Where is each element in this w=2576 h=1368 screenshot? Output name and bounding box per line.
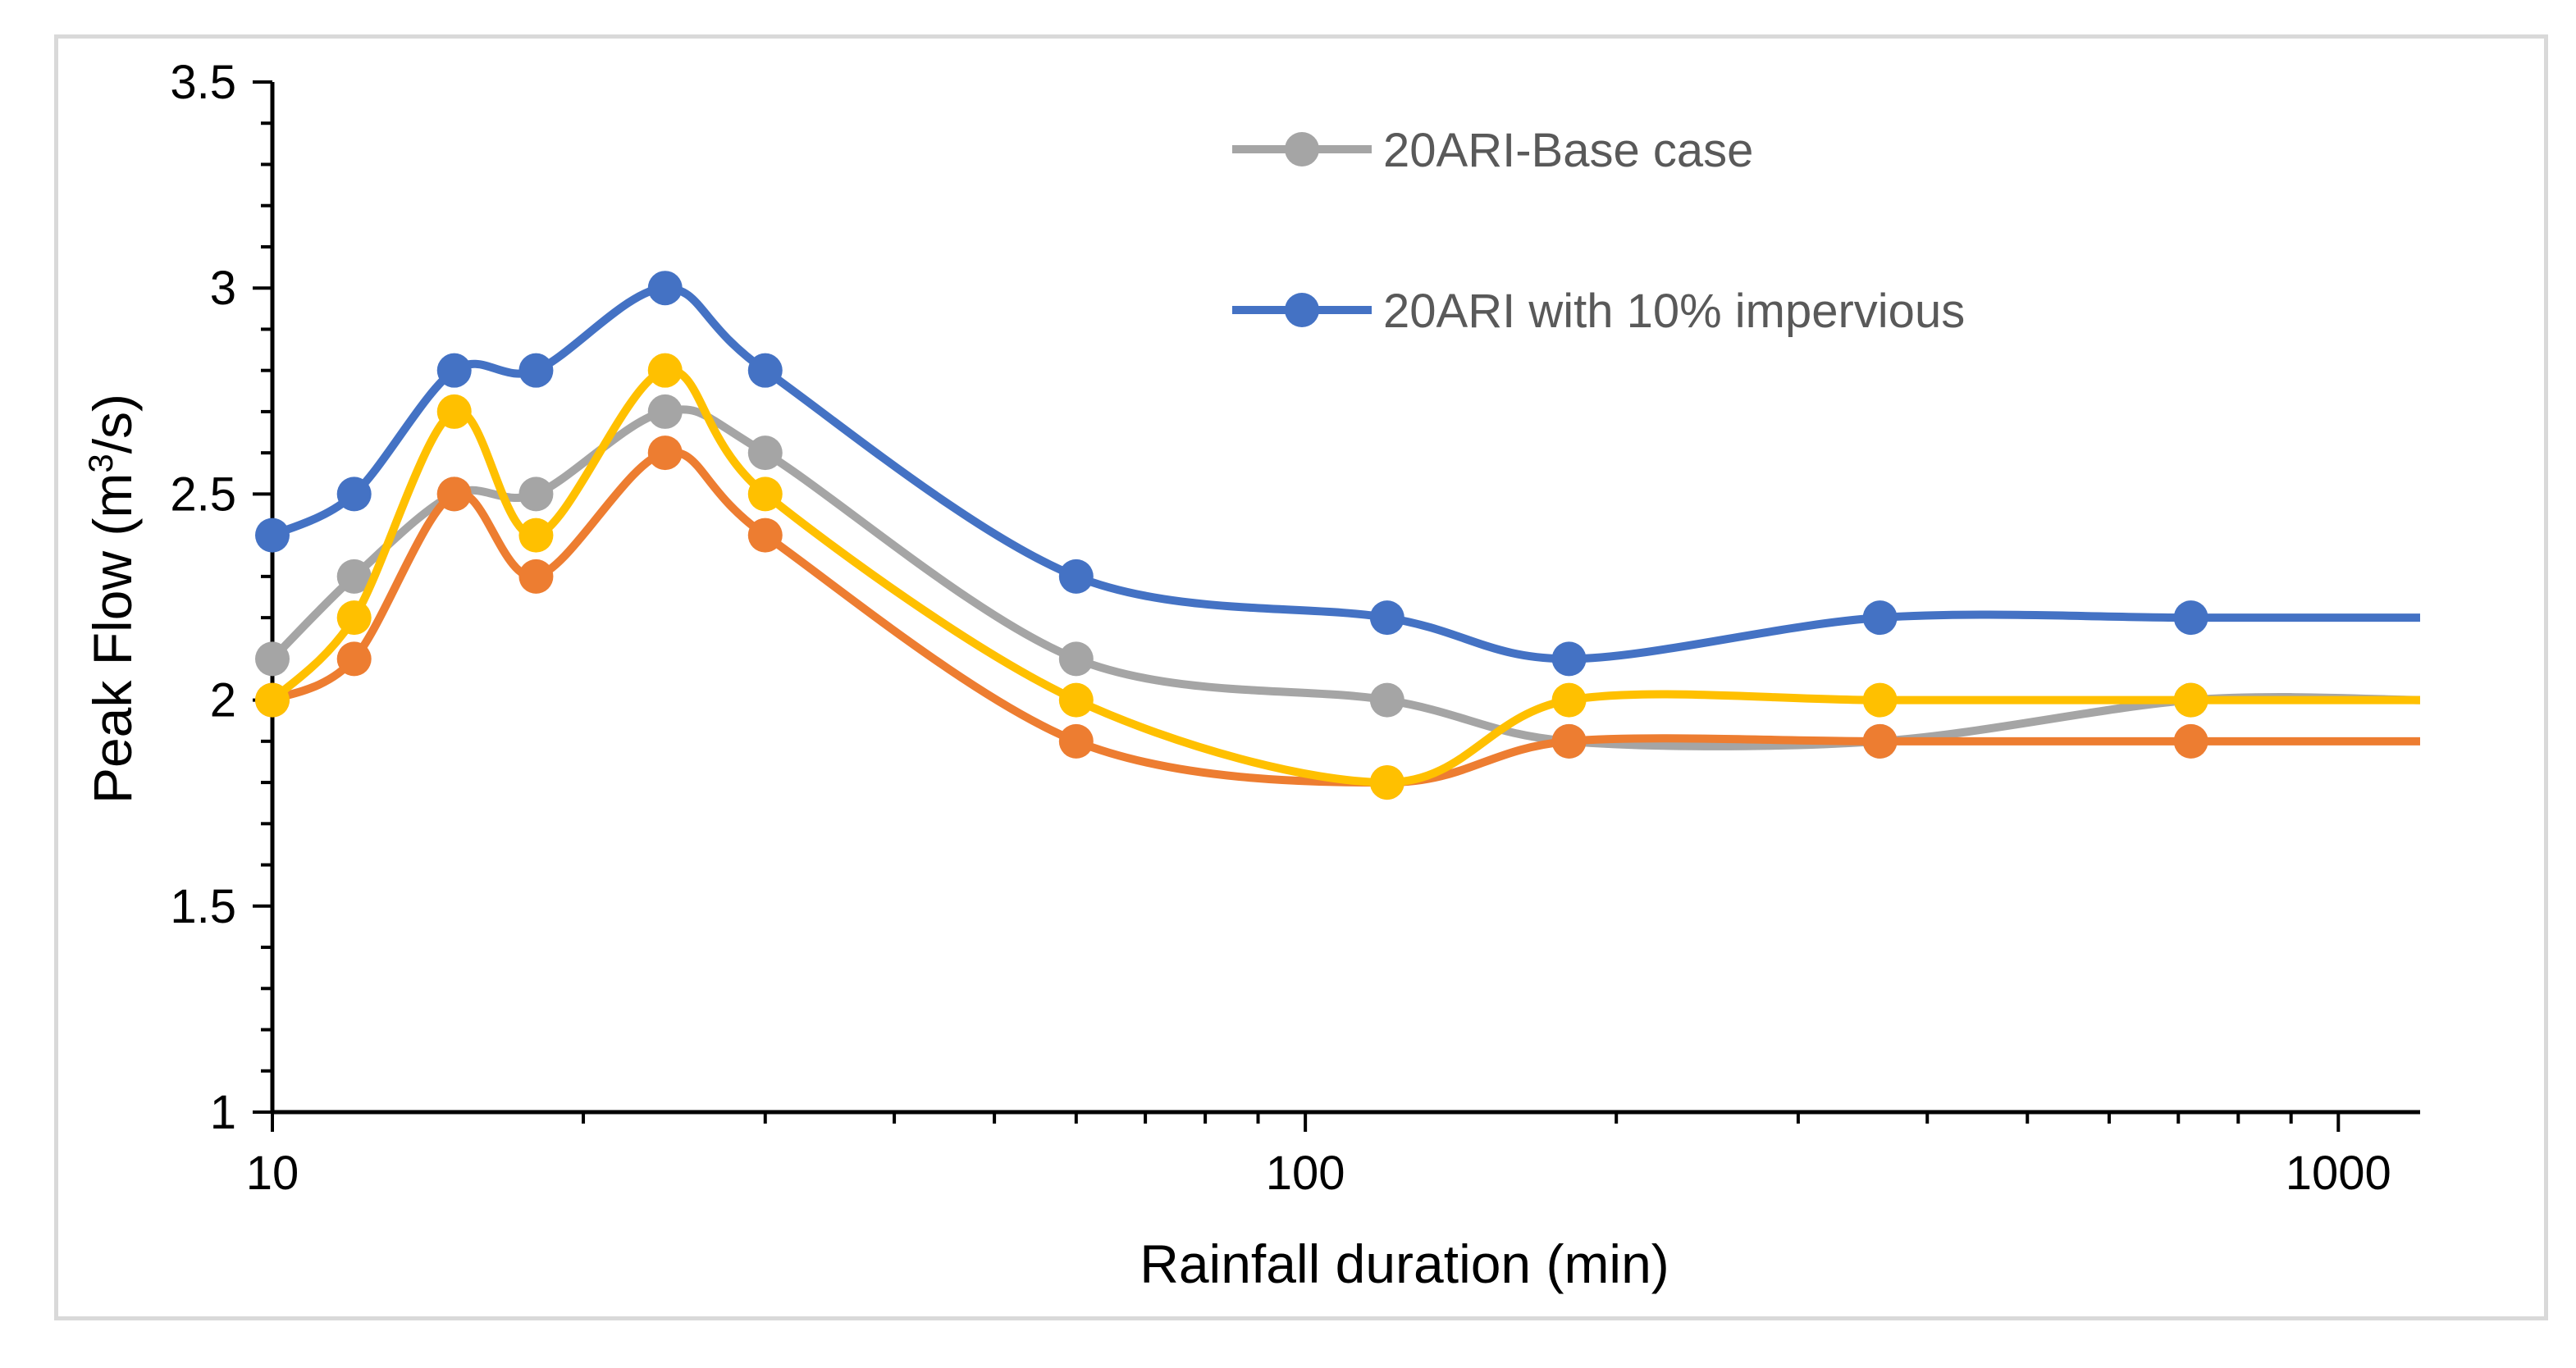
data-point [336, 477, 372, 512]
data-point [436, 394, 472, 429]
data-point [747, 435, 783, 471]
data-point [1551, 682, 1587, 718]
data-point [336, 600, 372, 636]
x-tick-label: 10 [246, 1147, 299, 1200]
data-point [255, 518, 290, 553]
y-tick-label: 1 [210, 1086, 236, 1139]
data-point [647, 271, 683, 306]
data-point [1369, 600, 1404, 636]
data-point [1551, 723, 1587, 759]
series-line [269, 405, 2421, 750]
y-tick-label: 2.5 [170, 467, 236, 521]
data-point [647, 435, 683, 471]
data-point [1551, 641, 1587, 677]
legend: 20ARI-Base case 20ARI with 10% impervious [1232, 124, 1965, 338]
data-point [1058, 723, 1094, 759]
data-point [1058, 641, 1094, 677]
x-tick-label: 100 [1266, 1147, 1345, 1200]
series-layer [255, 271, 2421, 800]
series-20ari-with-10-impervious [255, 271, 2420, 677]
y-tick-label: 2 [210, 674, 236, 727]
data-point [518, 559, 554, 594]
data-point [518, 518, 554, 553]
legend-item: 20ARI with 10% impervious [1232, 285, 1965, 338]
data-point [518, 477, 554, 512]
series-line [270, 284, 2420, 663]
data-point [255, 682, 290, 718]
x-axis-title: Rainfall duration (min) [1140, 1233, 1669, 1294]
legend-swatch-marker [1285, 293, 1319, 327]
legend-swatch-marker [1285, 132, 1319, 166]
data-point [1058, 682, 1094, 718]
data-point [1369, 765, 1404, 800]
data-point [518, 353, 554, 388]
y-tick-label: 1.5 [170, 880, 236, 933]
data-point [747, 353, 783, 388]
data-point [255, 641, 290, 677]
data-point [2173, 600, 2208, 636]
data-point [647, 394, 683, 429]
y-tick-label: 3.5 [170, 56, 236, 109]
axes: 1 1.5 2 2.5 3 3.5 10 100 1000 [170, 56, 2420, 1200]
data-point [436, 353, 472, 388]
data-point [336, 559, 372, 594]
data-point [2173, 682, 2208, 718]
legend-label: 20ARI-Base case [1383, 124, 1753, 177]
data-point [647, 353, 683, 388]
data-point [1862, 600, 1898, 636]
data-point [747, 477, 783, 512]
data-point [1058, 559, 1094, 594]
data-point [747, 518, 783, 553]
data-point [1862, 723, 1898, 759]
data-point [1369, 682, 1404, 718]
chart-frame [54, 34, 2548, 1320]
legend-item: 20ARI-Base case [1232, 124, 1753, 177]
series-yellow-series [255, 353, 2420, 800]
data-point [436, 477, 472, 512]
data-point [2173, 723, 2208, 759]
series-line [269, 366, 2420, 787]
y-axis-title: Peak Flow (m3/s) [81, 394, 144, 804]
y-tick-label: 3 [210, 262, 236, 315]
x-tick-label: 1000 [2286, 1147, 2391, 1200]
data-point [336, 641, 372, 677]
legend-label: 20ARI with 10% impervious [1383, 285, 1965, 338]
data-point [1862, 682, 1898, 718]
